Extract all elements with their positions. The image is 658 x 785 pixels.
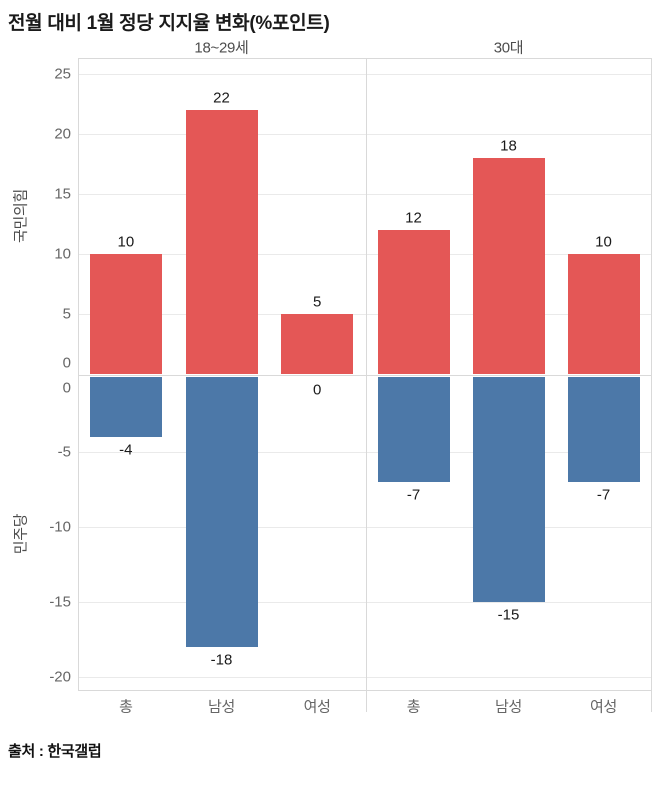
value-label-negative: -7	[596, 486, 611, 504]
value-label-positive: 10	[595, 233, 612, 251]
gridline	[78, 314, 651, 315]
chart-title: 전월 대비 1월 정당 지지율 변화(%포인트)	[8, 13, 330, 34]
plot-top-border	[78, 58, 651, 59]
facet-zero-line	[78, 375, 651, 376]
source-note: 출처 : 한국갤럽	[8, 743, 102, 760]
bar-negative	[473, 377, 545, 602]
value-label-negative: -15	[497, 606, 520, 624]
x-tick-label: 총	[406, 698, 421, 716]
y-axis-title-bottom: 민주당	[12, 513, 30, 554]
gridline	[78, 602, 651, 603]
bar-positive	[90, 254, 162, 374]
value-label-positive: 5	[312, 293, 322, 311]
y-tick-label: 0	[62, 379, 71, 397]
bar-positive	[568, 254, 640, 374]
value-label-positive: 12	[405, 209, 422, 227]
x-tick-label: 남성	[207, 698, 236, 716]
x-tick-label: 남성	[494, 698, 523, 716]
gridline	[78, 527, 651, 528]
y-axis-title-top: 국민의힘	[12, 188, 30, 244]
y-tick-label: 0	[62, 354, 71, 372]
x-tick-label: 여성	[589, 698, 618, 716]
facet-header: 30대	[493, 39, 524, 57]
x-tick-label: 여성	[303, 698, 331, 716]
value-label-negative: -18	[210, 651, 233, 669]
y-tick-label: -5	[57, 443, 71, 461]
y-tick-label: -10	[49, 518, 71, 536]
x-tick-label: 총	[119, 698, 133, 716]
y-tick-label: 10	[54, 245, 71, 263]
bar-negative	[90, 377, 162, 437]
bar-negative	[186, 377, 258, 647]
gridline	[78, 194, 651, 195]
y-tick-label: 5	[62, 305, 71, 323]
bar-positive	[378, 230, 450, 374]
bar-negative	[378, 377, 450, 482]
gridline	[78, 452, 651, 453]
bar-positive	[281, 314, 353, 374]
bar-negative	[568, 377, 640, 482]
facet-header: 18~29세	[194, 39, 249, 57]
gridline	[78, 74, 651, 75]
facet-separator-line	[365, 58, 367, 712]
y-tick-label: 25	[54, 65, 71, 83]
gridline	[78, 254, 651, 255]
bar-positive	[473, 158, 545, 374]
gridline	[78, 134, 651, 135]
y-tick-label: -20	[49, 668, 71, 686]
bar-positive	[186, 110, 258, 374]
value-label-negative: -4	[119, 441, 133, 459]
y-axis-domain-line	[78, 58, 79, 690]
value-label-negative: -7	[406, 486, 421, 504]
y-tick-label: -15	[49, 593, 71, 611]
plot-bottom-border	[78, 690, 651, 691]
value-label-positive: 10	[117, 233, 135, 251]
y-tick-label: 20	[54, 125, 71, 143]
plot-right-border	[651, 58, 652, 712]
value-label-positive: 22	[213, 89, 230, 107]
value-label-positive: 18	[500, 137, 517, 155]
gridline	[78, 677, 651, 678]
value-label-negative: 0	[312, 381, 322, 399]
y-tick-label: 15	[54, 185, 71, 203]
